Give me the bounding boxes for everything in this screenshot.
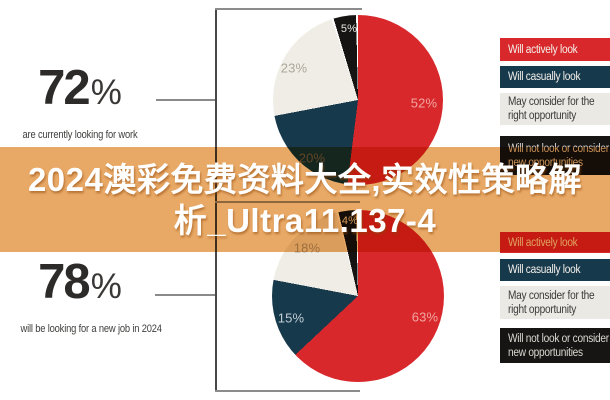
stat-currently-looking: 72% are currently looking for work	[10, 61, 150, 142]
legend-label: Will casually look	[508, 71, 581, 83]
chart-frame-top-line	[215, 8, 362, 10]
legend-label: May consider for the	[508, 289, 595, 302]
chart-frame-bottom-line	[215, 390, 360, 392]
legend-may-consider: May consider for the right opportunity	[500, 93, 610, 125]
banner-text: 2024澳彩免费资料大全,实效性策略解 析_Ultra11.137-4	[0, 147, 610, 252]
pie-slice-label: 63%	[411, 309, 439, 325]
stat-value: 78%	[38, 255, 122, 309]
legend-will-casually-look: Will casually look	[500, 66, 610, 88]
legend-label: right opportunity	[508, 110, 577, 122]
legend-label: Will not look or consider	[508, 332, 609, 345]
stat-value: 72%	[38, 61, 122, 115]
legend-label: May consider for the	[508, 96, 595, 108]
percent-sign: %	[90, 73, 122, 112]
legend-label: new opportunities	[508, 346, 583, 359]
connector-line	[156, 99, 216, 101]
stat-new-job-2024: 78% will be looking for a new job in 202…	[10, 255, 162, 336]
legend-will-not-look: Will not look or consider new opportunit…	[500, 328, 610, 363]
stat-caption: will be looking for a new job in 2024	[20, 323, 162, 335]
pie-slice-label: 23%	[280, 60, 308, 76]
banner-text-line1: 2024澳彩免费资料大全,实效性策略解	[27, 160, 583, 198]
legend-label: Will casually look	[508, 264, 581, 276]
banner-overlay	[0, 147, 610, 252]
percent-sign: %	[90, 267, 122, 306]
legend-label: right opportunity	[508, 303, 577, 316]
legend-will-casually-look: Will casually look	[500, 259, 610, 281]
pie-slice-label: 52%	[410, 95, 438, 111]
pie-slice-label: 15%	[277, 310, 305, 326]
banner-text-line2: 析_Ultra11.137-4	[173, 201, 437, 239]
connector-line	[155, 294, 216, 296]
pie-slice-label: 5%	[340, 23, 358, 35]
legend-will-actively-look: Will actively look	[500, 38, 610, 61]
stat-caption: are currently looking for work	[22, 129, 138, 141]
legend-label: Will actively look	[508, 43, 578, 56]
legend-may-consider: May consider for the right opportunity	[500, 286, 610, 319]
